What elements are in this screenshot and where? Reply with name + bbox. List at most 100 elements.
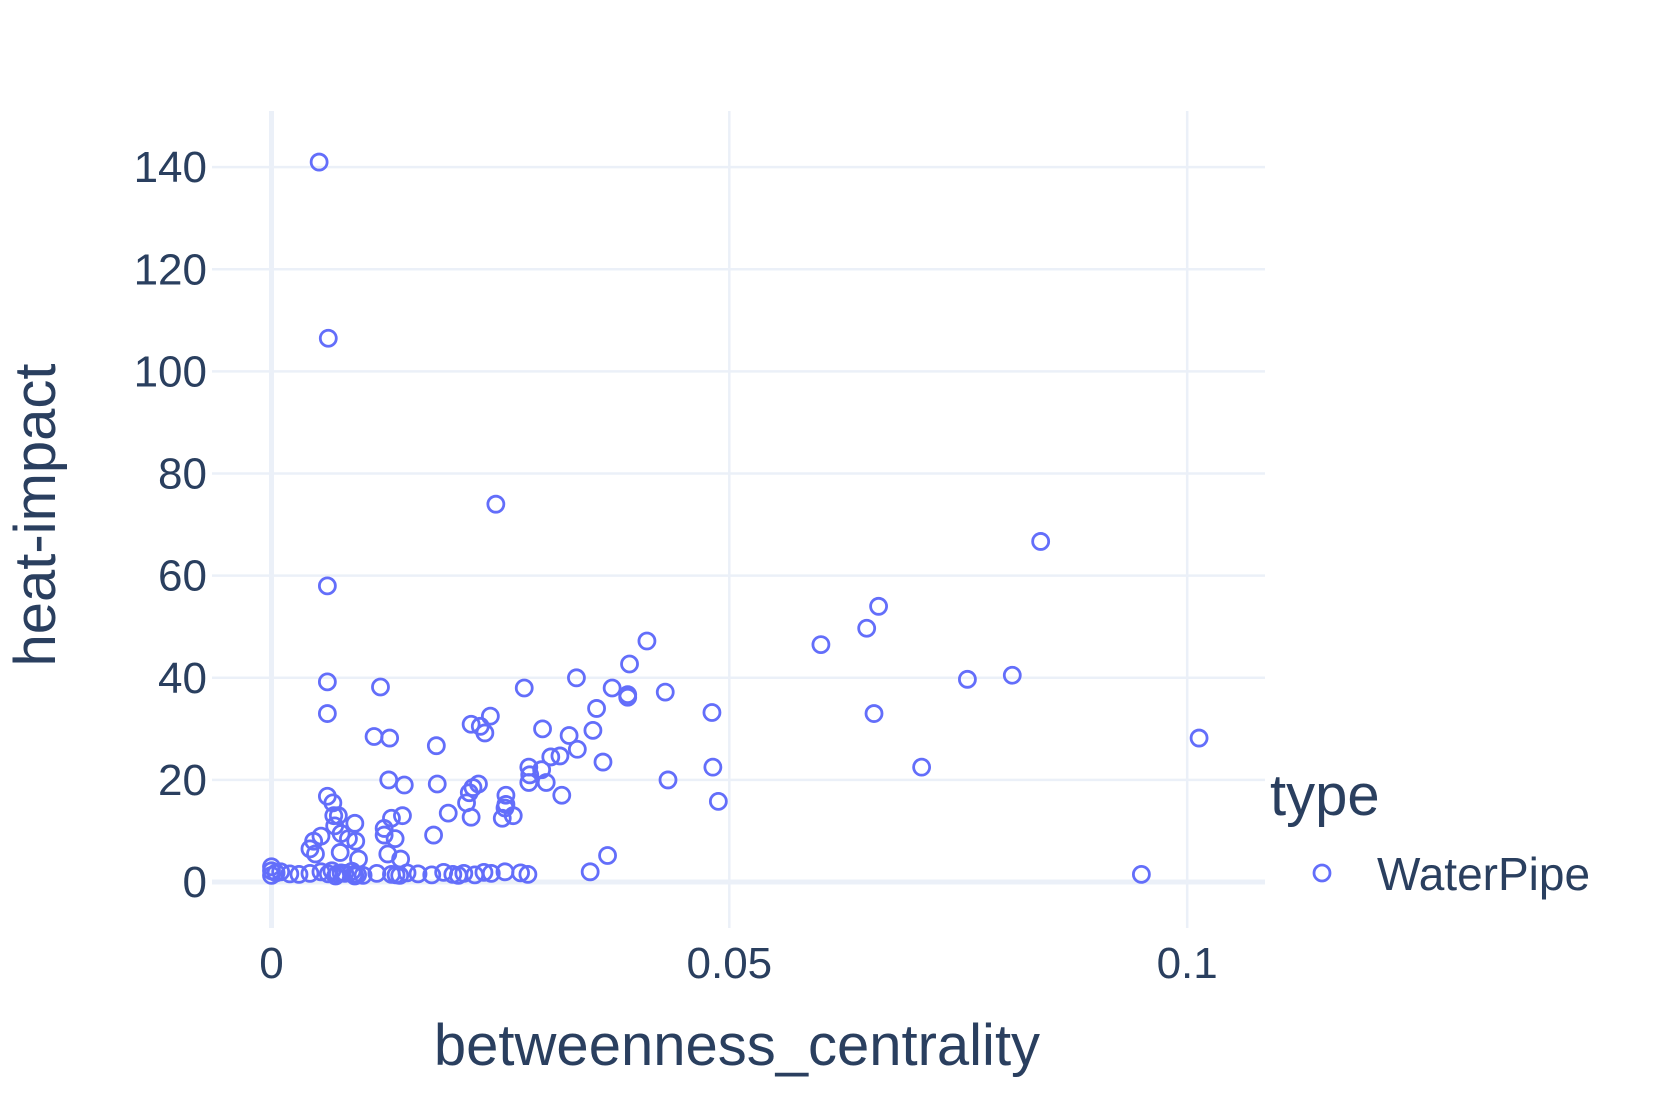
data-point[interactable] [394,775,414,795]
data-point[interactable] [469,774,488,794]
y-tick-label: 80 [158,450,207,499]
data-point[interactable] [618,687,638,707]
data-point[interactable] [438,803,458,823]
data-point[interactable] [461,807,481,827]
data-point[interactable] [708,791,728,811]
data-point[interactable] [1031,532,1051,551]
data-point[interactable] [317,576,337,596]
data-point[interactable] [328,864,347,884]
data-point[interactable] [864,704,884,723]
data-point[interactable] [857,618,877,638]
data-point[interactable] [339,829,358,849]
y-tick-label: 20 [158,756,207,805]
data-point[interactable] [503,806,523,826]
data-point[interactable] [424,825,443,845]
y-tick-label: 100 [134,347,207,396]
data-point[interactable] [397,863,417,883]
x-tick-label: 0.1 [1157,939,1218,988]
data-point[interactable] [702,703,722,722]
data-point[interactable] [520,765,540,785]
data-point[interactable] [869,596,888,616]
data-point[interactable] [620,654,639,674]
data-point[interactable] [480,706,500,726]
data-point[interactable] [511,863,530,883]
data-point[interactable] [658,770,678,790]
data-point[interactable] [380,728,400,748]
data-point[interactable] [474,862,494,882]
x-tick-label: 0 [259,939,283,988]
data-point[interactable] [541,747,561,767]
data-point[interactable] [317,704,337,723]
data-point[interactable] [703,757,723,777]
data-point[interactable] [306,844,325,864]
tick-labels: 0 20 40 60 80 100 120 140 0 0.05 0.1 [134,143,1218,988]
data-point[interactable] [602,678,622,698]
data-point[interactable] [811,635,831,655]
data-point[interactable] [912,757,932,777]
data-point[interactable] [533,719,552,739]
data-point[interactable] [393,806,412,826]
data-point[interactable] [386,865,406,885]
legend-marker-waterpipe[interactable] [1312,863,1332,883]
data-point[interactable] [583,720,603,740]
data-point[interactable] [374,825,394,845]
data-point[interactable] [309,152,329,172]
data-point[interactable] [559,726,579,745]
legend-item-waterpipe[interactable]: WaterPipe [1377,848,1590,900]
data-point[interactable] [271,862,291,882]
data-point[interactable] [345,813,365,833]
data-point[interactable] [655,682,675,702]
data-point[interactable] [567,668,586,688]
data-point[interactable] [481,863,501,883]
data-point[interactable] [280,864,300,884]
data-point[interactable] [958,669,977,689]
x-tick-label: 0.05 [687,939,773,988]
data-point[interactable] [300,839,320,859]
data-point[interactable] [426,736,446,756]
data-point[interactable] [550,746,570,766]
data-point[interactable] [364,727,384,746]
data-point[interactable] [427,774,447,794]
data-point[interactable] [587,699,606,718]
y-tick-label: 0 [183,858,207,907]
y-tick-label: 60 [158,552,207,601]
data-point[interactable] [345,866,365,886]
data-point[interactable] [300,863,320,883]
data-point[interactable] [318,328,338,348]
legend-title: type [1270,763,1380,828]
data-point[interactable] [382,808,401,828]
data-point[interactable] [328,806,348,826]
data-point[interactable] [514,678,534,698]
data-point[interactable] [518,864,538,884]
data-points [262,152,1209,886]
data-point[interactable] [371,677,390,697]
y-tick-label: 40 [158,654,207,703]
data-point[interactable] [486,494,506,514]
data-point[interactable] [552,785,572,805]
data-point[interactable] [637,631,657,651]
data-point[interactable] [580,862,600,882]
data-point[interactable] [317,672,337,692]
data-point[interactable] [422,865,442,885]
y-axis-title: heat-impact [3,363,68,666]
data-point[interactable] [330,843,350,862]
data-point[interactable] [1002,665,1022,685]
data-point[interactable] [349,849,368,869]
data-point[interactable] [385,829,405,849]
data-point[interactable] [461,714,481,734]
data-point[interactable] [475,723,495,743]
data-point[interactable] [536,773,556,792]
data-point[interactable] [567,739,587,759]
data-point[interactable] [598,846,617,865]
data-point[interactable] [496,785,516,805]
data-point[interactable] [408,864,428,884]
data-point[interactable] [289,864,309,884]
data-point[interactable] [1131,864,1151,884]
data-point[interactable] [1189,728,1209,748]
y-tick-label: 140 [134,143,207,192]
data-point[interactable] [593,752,613,772]
legend[interactable]: type WaterPipe [1270,763,1590,900]
data-point[interactable] [448,866,468,885]
data-point[interactable] [492,808,512,828]
